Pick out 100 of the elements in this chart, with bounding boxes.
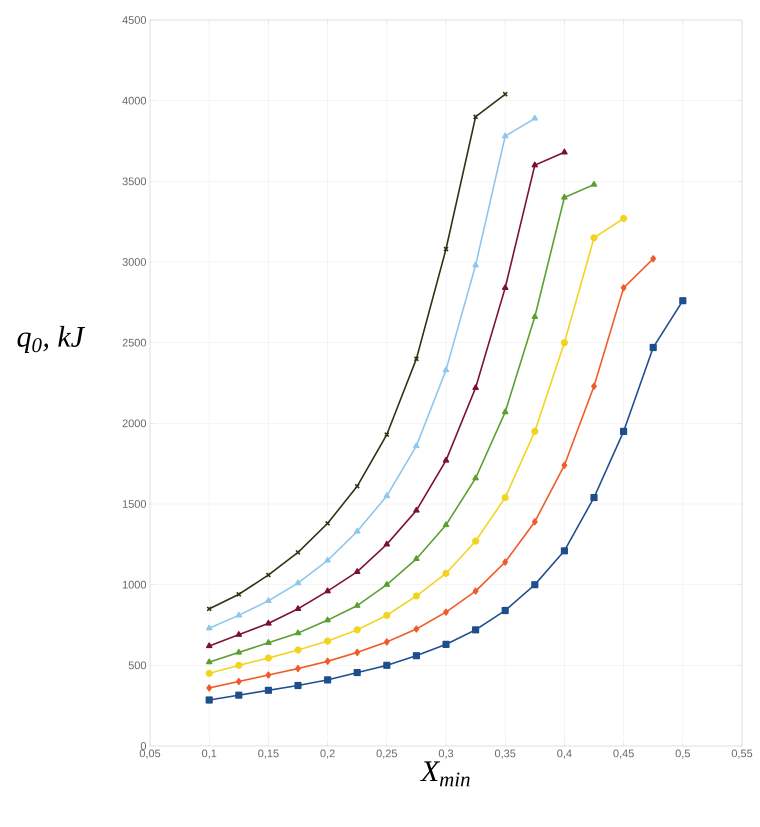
y-tick-label: 2000 <box>122 419 146 428</box>
point <box>532 114 538 121</box>
point <box>324 556 331 563</box>
point <box>620 428 628 435</box>
point <box>472 588 478 595</box>
y-axis-title: q$_{0}$, kJ <box>18 326 86 353</box>
point <box>236 678 242 686</box>
point <box>502 494 509 502</box>
y-tick-label: 3500 <box>122 177 146 186</box>
point <box>264 654 272 662</box>
point <box>590 180 598 187</box>
point <box>472 474 479 480</box>
y-tick-label: 4000 <box>122 96 146 105</box>
point <box>324 520 330 526</box>
point <box>442 456 450 463</box>
x-axis-title: X$_{min}$ <box>420 761 470 786</box>
point <box>561 194 568 200</box>
point <box>266 572 272 578</box>
point <box>590 234 598 242</box>
point <box>531 581 538 588</box>
point <box>442 521 450 528</box>
x-tick-label: 0,45 <box>613 750 634 759</box>
x-tick-label: 0,3 <box>438 750 454 759</box>
y-tick-label: 4500 <box>122 16 146 24</box>
y-tick-label: 500 <box>128 661 146 670</box>
point <box>265 639 272 645</box>
point <box>235 692 242 699</box>
point <box>472 538 480 545</box>
y-tick-label: 2500 <box>122 338 146 347</box>
x-tick-label: 0,2 <box>320 750 335 759</box>
point <box>236 631 242 637</box>
point <box>206 696 213 704</box>
point <box>383 612 390 619</box>
point <box>206 624 212 630</box>
point <box>590 494 598 502</box>
point <box>532 518 538 526</box>
point <box>384 540 390 547</box>
point <box>236 648 242 655</box>
point <box>294 579 302 586</box>
x-tick-label: 0,15 <box>258 750 279 759</box>
point <box>531 428 538 435</box>
point <box>324 658 330 665</box>
point <box>294 682 302 690</box>
point <box>472 114 478 120</box>
point <box>502 558 508 566</box>
point <box>620 284 626 292</box>
point <box>354 483 360 490</box>
point <box>442 570 450 577</box>
point <box>532 162 538 168</box>
point <box>354 648 360 656</box>
point <box>442 640 450 648</box>
y-tick-label: 0 <box>140 742 146 750</box>
point <box>413 555 420 562</box>
point <box>354 528 360 534</box>
point <box>354 602 360 608</box>
point <box>472 626 480 634</box>
point <box>354 626 361 634</box>
y-tick-label: 1000 <box>122 580 146 589</box>
y-tick-label: 1500 <box>122 500 146 508</box>
point <box>472 262 479 268</box>
x-tick-label: 0,5 <box>676 750 690 759</box>
point <box>264 686 272 694</box>
point <box>502 408 508 414</box>
point <box>502 606 509 614</box>
point <box>560 547 568 554</box>
x-tick-label: 0,05 <box>140 750 160 759</box>
point <box>294 646 302 654</box>
x-tick-label: 0,35 <box>494 750 516 759</box>
point <box>414 625 420 633</box>
point <box>413 442 420 448</box>
x-tick-label: 0,55 <box>732 750 752 759</box>
point <box>236 612 242 618</box>
point <box>236 592 242 598</box>
point <box>206 658 212 664</box>
point <box>295 664 301 672</box>
point <box>265 597 272 603</box>
x-tick-label: 0,25 <box>376 750 397 759</box>
y-tick-label: 3000 <box>122 258 146 266</box>
point <box>324 638 332 645</box>
point <box>560 339 568 346</box>
point <box>354 568 360 574</box>
point <box>442 366 450 372</box>
point <box>650 255 656 262</box>
point <box>414 356 420 362</box>
point <box>412 652 420 660</box>
x-tick-label: 0,4 <box>557 750 572 759</box>
point <box>383 662 390 669</box>
point <box>295 550 301 556</box>
point <box>384 581 390 587</box>
x-tick-label: 0,1 <box>202 750 216 759</box>
point <box>650 344 657 352</box>
point <box>324 588 331 594</box>
point <box>502 132 508 138</box>
point <box>561 148 568 154</box>
point <box>266 671 272 679</box>
point <box>591 382 597 390</box>
point <box>294 605 302 612</box>
point <box>532 313 538 320</box>
point <box>443 246 449 252</box>
point <box>620 214 628 222</box>
